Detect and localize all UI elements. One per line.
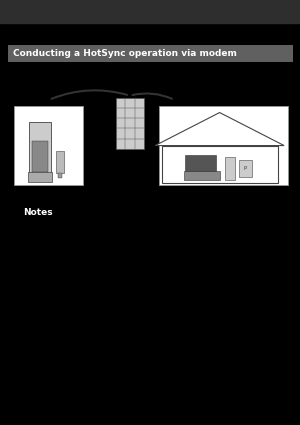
- Bar: [32, 141, 48, 172]
- Bar: [56, 151, 64, 173]
- Bar: [116, 98, 144, 149]
- Bar: [29, 122, 51, 178]
- Bar: [162, 145, 278, 183]
- Polygon shape: [155, 113, 284, 145]
- Bar: [8, 45, 292, 62]
- Bar: [159, 106, 288, 185]
- Bar: [28, 172, 52, 182]
- Bar: [184, 171, 220, 180]
- Bar: [239, 160, 252, 177]
- Bar: [225, 156, 235, 180]
- Bar: [14, 106, 83, 185]
- Text: P: P: [244, 166, 247, 171]
- Text: Conducting a HotSync operation via modem: Conducting a HotSync operation via modem: [13, 48, 237, 58]
- Text: Notes: Notes: [23, 208, 53, 217]
- Bar: [58, 173, 62, 178]
- Bar: [0, 0, 300, 23]
- Bar: [185, 155, 216, 171]
